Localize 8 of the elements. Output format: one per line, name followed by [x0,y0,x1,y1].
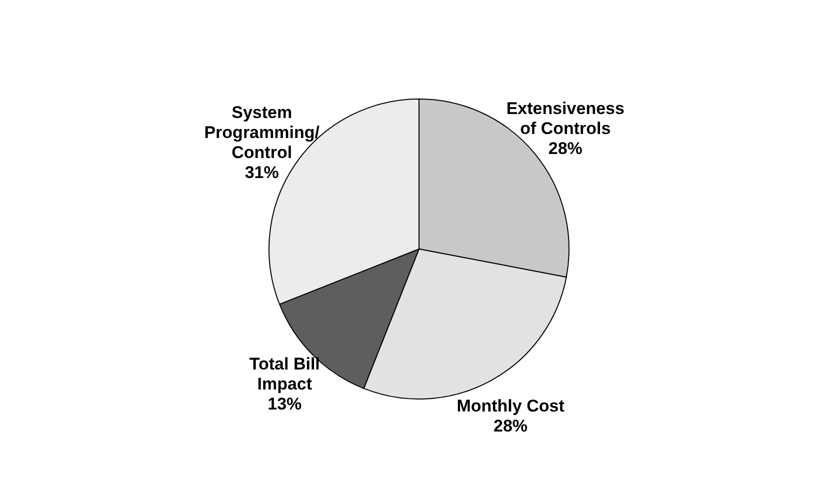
data-label: 28% [548,138,582,158]
slice-label: Extensiveness of Controls [506,98,624,138]
data-label: 28% [494,416,528,435]
slice-label: System Programming/Control [204,102,320,162]
data-label: 31% [244,162,279,182]
slice-label: Total Bill Impact [249,354,320,393]
data-label: 13% [268,394,302,413]
slice-label: Monthly Cost [456,396,565,415]
